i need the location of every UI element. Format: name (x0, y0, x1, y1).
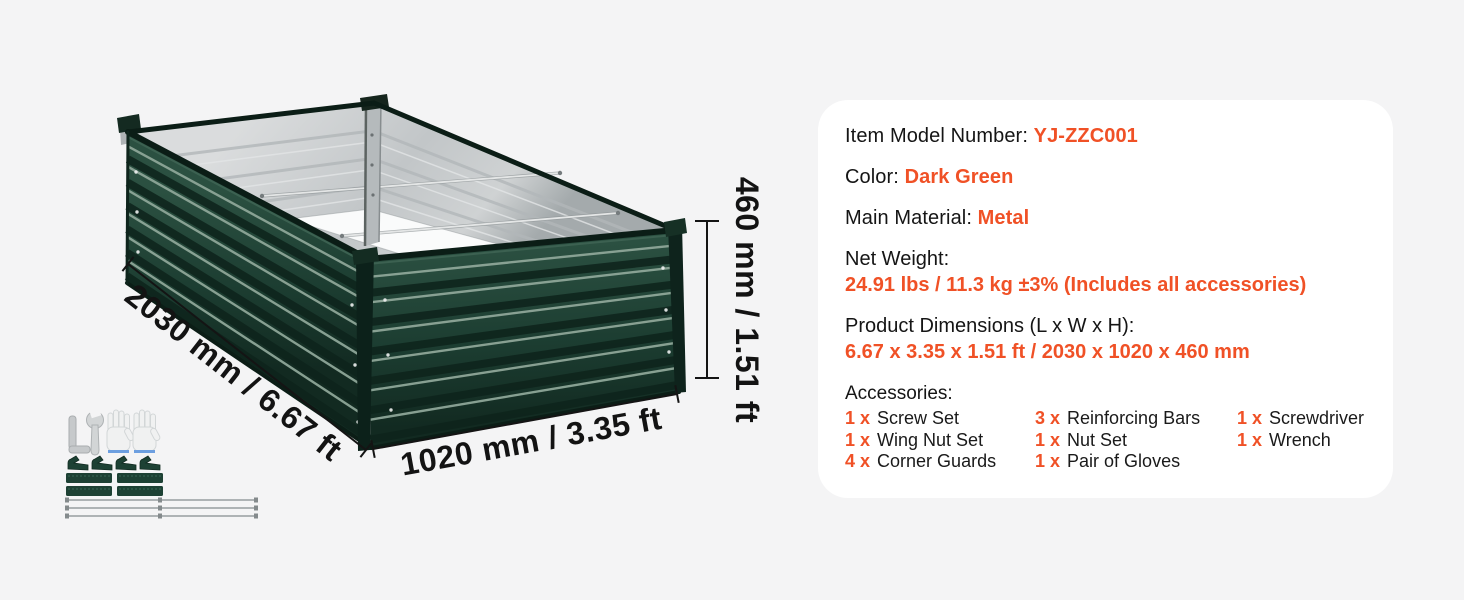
spec-weight-block: Net Weight: 24.91 lbs / 11.3 kg ±3% (Inc… (845, 246, 1366, 298)
spec-color-label: Color: (845, 166, 905, 188)
right-corner-post (664, 218, 687, 393)
spec-color-value: Dark Green (904, 166, 1014, 188)
accessory-item: 1 x Screwdriver (1237, 408, 1365, 428)
reinforcing-bars (259, 170, 621, 239)
spec-color-row: Color: Dark Green (845, 164, 1366, 190)
accessories-title: Accessories: (845, 383, 953, 404)
gloves-icon (106, 409, 161, 453)
screw-strips-icon (66, 473, 163, 496)
spec-material-label: Main Material: (845, 207, 978, 229)
height-dimension-label: 460 mm / 1.51 ft (729, 177, 765, 423)
accessory-item: 4 x Corner Guards (845, 451, 997, 471)
accessory-item: 1 x Screw Set (845, 408, 960, 428)
garden-bed-illustration: 2030 mm / 6.67 ft 1020 mm / 3.35 ft 460 … (65, 94, 765, 519)
spec-dimensions-label: Product Dimensions (L x W x H): (845, 315, 1135, 337)
spec-dimensions-block: Product Dimensions (L x W x H): 6.67 x 3… (845, 313, 1366, 365)
accessory-kit (65, 406, 258, 519)
accessories-grid: 1 x Screw Set 3 x Reinforcing Bars 1 x Scre… (845, 408, 1366, 473)
bed-outer-right-wall (368, 230, 680, 448)
spec-model-value: YJ-ZZC001 (1033, 125, 1138, 147)
accessory-item: 1 x Wrench (1237, 429, 1331, 450)
front-corner-post (352, 247, 379, 451)
post-cap (117, 114, 141, 133)
spec-material-value: Metal (977, 207, 1030, 229)
spec-model-label: Item Model Number: (845, 125, 1034, 147)
post-cap (664, 218, 687, 237)
accessory-item: 3 x Reinforcing Bars (1035, 408, 1201, 428)
dimension-length (121, 256, 373, 458)
bed-rim-edges (125, 100, 681, 450)
spec-material-row: Main Material: Metal (845, 205, 1366, 231)
spec-panel: Item Model Number: YJ-ZZC001 Color: Dark… (818, 100, 1393, 498)
accessory-item: 1 x Nut Set (1035, 429, 1128, 450)
spec-model-row: Item Model Number: YJ-ZZC001 (845, 123, 1366, 149)
wrench-icon (86, 406, 104, 456)
spec-weight-value: 24.91 lbs / 11.3 kg ±3% (Includes all ac… (845, 274, 1307, 296)
accessory-item: 1 x Pair of Gloves (1035, 451, 1181, 471)
corner-guards-icon (67, 455, 161, 471)
reinforcing-bars-kit-icon (65, 497, 258, 519)
post-cap (352, 247, 379, 265)
spec-weight-label: Net Weight: (845, 248, 950, 270)
dimension-width (370, 385, 680, 458)
accessory-item: 1 x Wing Nut Set (845, 429, 984, 450)
dimension-height (695, 220, 719, 379)
hex-key-icon (68, 415, 91, 454)
spec-dimensions-value: 6.67 x 3.35 x 1.51 ft / 2030 x 1020 x 46… (845, 341, 1250, 363)
